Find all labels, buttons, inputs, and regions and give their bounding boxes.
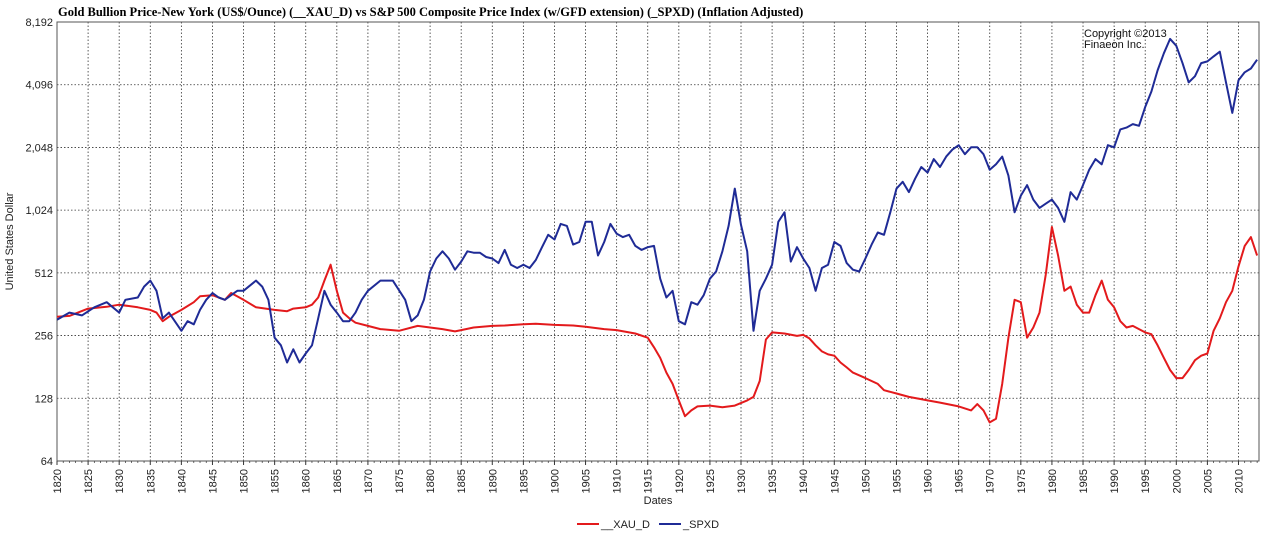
x-tick-label: 1925 — [705, 469, 717, 493]
x-tick-label: 1940 — [798, 469, 810, 493]
series-line-spxd — [57, 37, 1258, 364]
x-axis-label: Dates — [644, 495, 673, 507]
x-tick-label: 1920 — [674, 469, 686, 493]
x-tick-label: 1870 — [363, 469, 375, 493]
legend-label: __XAU_D — [600, 519, 650, 531]
y-tick-label: 1,024 — [25, 205, 53, 217]
x-tick-label: 1995 — [1140, 469, 1152, 493]
x-tick-label: 1960 — [923, 469, 935, 493]
x-tick-label: 2005 — [1202, 469, 1214, 493]
x-tick-label: 1970 — [985, 469, 997, 493]
x-tick-label: 2000 — [1171, 469, 1183, 493]
x-tick-label: 1885 — [456, 469, 468, 493]
y-tick-label: 128 — [35, 393, 53, 405]
x-tick-label: 1930 — [736, 469, 748, 493]
x-tick-label: 2010 — [1233, 469, 1245, 493]
y-axis-label: United States Dollar — [4, 192, 16, 290]
x-tick-label: 1895 — [518, 469, 530, 493]
copyright-line: Copyright ©2013 — [1084, 28, 1167, 40]
y-tick-label: 8,192 — [25, 17, 53, 29]
x-tick-label: 1875 — [394, 469, 406, 493]
x-tick-label: 1905 — [581, 469, 593, 493]
series — [57, 37, 1259, 424]
y-tick-label: 256 — [35, 331, 53, 343]
x-tick-label: 1835 — [145, 469, 157, 493]
y-axis: 64 128 256 512 1,024 2,048 4,096 8,192 — [25, 17, 53, 468]
y-tick-label: 2,048 — [25, 142, 53, 154]
x-tick-label: 1845 — [207, 469, 219, 493]
x-tick-label: 1820 — [52, 469, 64, 493]
x-tick-label: 1985 — [1078, 469, 1090, 493]
x-tick-label: 1950 — [860, 469, 872, 493]
x-tick-label: 1840 — [176, 469, 188, 493]
y-tick-label: 512 — [35, 268, 53, 280]
x-tick-label: 1910 — [612, 469, 624, 493]
x-tick-label: 1850 — [239, 469, 251, 493]
x-tick-label: 1945 — [829, 469, 841, 493]
x-tick-label: 1825 — [83, 469, 95, 493]
x-tick-label: 1990 — [1109, 469, 1121, 493]
x-tick-label: 1880 — [425, 469, 437, 493]
x-tick-label: 1900 — [549, 469, 561, 493]
chart-title: Gold Bullion Price-New York (US$/Ounce) … — [58, 5, 804, 19]
y-tick-label: 4,096 — [25, 80, 53, 92]
x-tick-label: 1965 — [954, 469, 966, 493]
x-tick-label: 1955 — [891, 469, 903, 493]
x-tick-label: 1855 — [270, 469, 282, 493]
x-tick-label: 1975 — [1016, 469, 1028, 493]
series-line-xaud — [57, 226, 1259, 424]
legend: __XAU_D _SPXD — [577, 519, 719, 531]
x-tick-label: 1935 — [767, 469, 779, 493]
copyright-line: Finaeon Inc. — [1084, 39, 1145, 51]
x-axis: 1820 1825 1830 1835 1840 1845 1850 1855 1860 1865… — [52, 461, 1258, 493]
x-tick-label: 1890 — [487, 469, 499, 493]
legend-label: _SPXD — [682, 519, 719, 531]
y-tick-label: 64 — [41, 456, 53, 468]
x-tick-label: 1980 — [1047, 469, 1059, 493]
x-tick-label: 1860 — [301, 469, 313, 493]
x-tick-label: 1915 — [643, 469, 655, 493]
x-tick-label: 1865 — [332, 469, 344, 493]
grid-lines — [56, 21, 1259, 462]
plot-area — [56, 21, 1260, 462]
x-tick-label: 1830 — [114, 469, 126, 493]
